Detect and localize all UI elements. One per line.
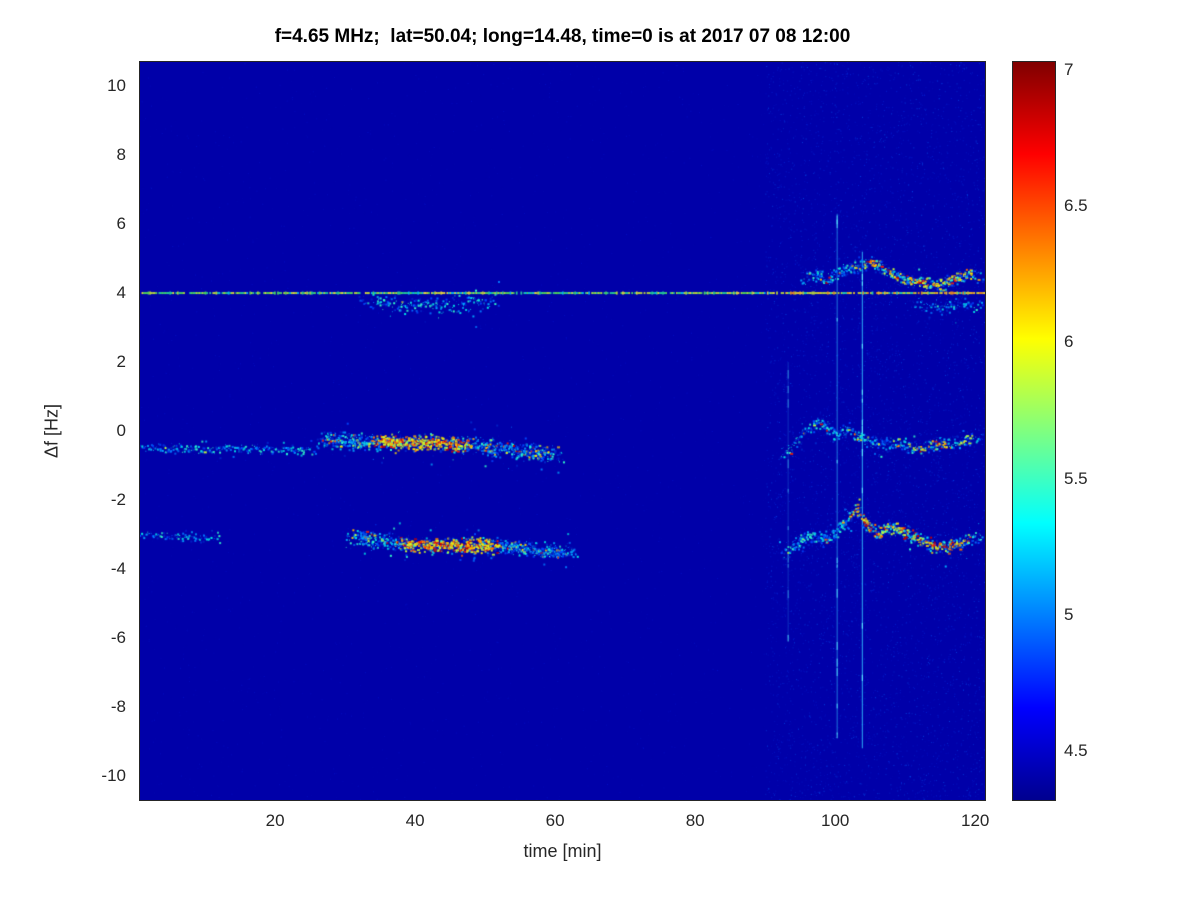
x-axis-label: time [min]	[523, 841, 602, 861]
y-tick-label: -2	[110, 489, 126, 509]
y-tick-label: -10	[101, 765, 126, 785]
colorbar-tick-label: 6.5	[1064, 196, 1088, 216]
spectrogram-plot-area	[139, 61, 986, 801]
colorbar-tick-label: 7	[1064, 60, 1074, 80]
colorbar	[1012, 61, 1056, 801]
y-tick-label: 10	[107, 76, 126, 96]
chart-title: f=4.65 MHz; lat=50.04; long=14.48, time=…	[274, 26, 851, 47]
y-tick-label: 8	[116, 145, 126, 165]
x-tick-label: 120	[961, 811, 990, 830]
y-tick-label: 2	[116, 352, 126, 372]
x-tick-label: 80	[685, 811, 705, 830]
colorbar-tick-label: 5.5	[1064, 468, 1088, 488]
y-tick-label: 6	[116, 214, 126, 234]
y-tick-label: -8	[110, 696, 126, 716]
colorbar-tick-label: 4.5	[1064, 740, 1088, 760]
y-tick-label: 4	[116, 283, 126, 303]
x-tick-label: 60	[545, 811, 565, 830]
x-tick-label: 40	[405, 811, 425, 830]
x-tick-label: 20	[265, 811, 285, 830]
x-tick-label: 100	[820, 811, 850, 830]
colorbar-tick-label: 6	[1064, 332, 1074, 352]
y-tick-label: -6	[110, 627, 126, 647]
y-tick-label: -4	[110, 558, 126, 578]
y-tick-label: 0	[116, 421, 126, 440]
colorbar-tick-label: 5	[1064, 604, 1074, 624]
